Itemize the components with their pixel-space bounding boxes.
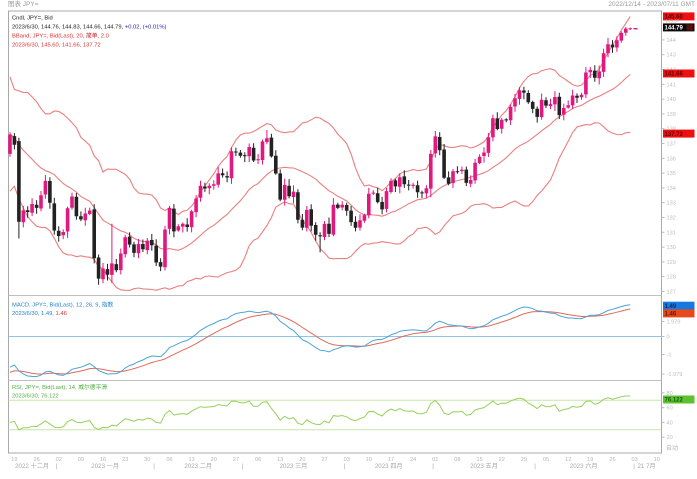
svg-text:2022/12/14 - 2023/07/11 GMT: 2022/12/14 - 2023/07/11 GMT	[608, 1, 695, 8]
svg-text:20: 20	[667, 435, 673, 441]
svg-text:|: |	[633, 463, 635, 470]
svg-text:自动: 自动	[666, 444, 678, 452]
svg-text:20: 20	[211, 457, 217, 463]
svg-text:03: 03	[631, 457, 637, 463]
svg-text:1.979: 1.979	[667, 320, 681, 326]
svg-text:16: 16	[100, 457, 106, 463]
svg-text:76.122: 76.122	[665, 398, 684, 404]
svg-text:136: 136	[667, 156, 676, 162]
svg-text:22: 22	[499, 457, 505, 463]
svg-text:2023/6/30, 144.76, 144.83, 144: 2023/6/30, 144.76, 144.83, 144.66, 144.7…	[12, 25, 166, 31]
svg-text:2023 五月: 2023 五月	[470, 463, 498, 470]
svg-text:05: 05	[543, 457, 549, 463]
svg-text:1.46: 1.46	[665, 312, 677, 318]
svg-text:06: 06	[166, 457, 172, 463]
svg-text:|: |	[534, 463, 536, 470]
svg-text:09: 09	[78, 457, 84, 463]
svg-text:BBand, JPY=, Bid(Last), 20, 简单: BBand, JPY=, Bid(Last), 20, 简单, 2.0	[12, 32, 109, 40]
svg-text:2022 十二月: 2022 十二月	[15, 462, 49, 470]
svg-text:RSI, JPY=, Bid(Last), 14, 威尔德平: RSI, JPY=, Bid(Last), 14, 威尔德平滑	[12, 383, 107, 391]
svg-text:135: 135	[667, 171, 676, 177]
svg-text:12: 12	[565, 457, 571, 463]
svg-text:143: 143	[667, 53, 676, 59]
svg-text:131: 131	[667, 230, 676, 236]
svg-text:2023/6/30, 145.60, 141.66, 137: 2023/6/30, 145.60, 141.66, 137.72	[12, 43, 101, 49]
svg-text:27: 27	[233, 457, 239, 463]
svg-text:60: 60	[667, 406, 673, 412]
svg-text:129: 129	[667, 260, 676, 266]
svg-text:40: 40	[667, 420, 673, 426]
svg-text:19: 19	[11, 457, 17, 463]
svg-text:2023/6/30, 1.49, 1.46: 2023/6/30, 1.49, 1.46	[12, 311, 67, 317]
svg-text:13: 13	[188, 457, 194, 463]
svg-text:130: 130	[667, 245, 676, 251]
svg-text:26: 26	[609, 457, 615, 463]
svg-text:80: 80	[667, 391, 673, 397]
svg-text:145.07: 145.07	[666, 19, 680, 24]
svg-text:137: 137	[667, 142, 676, 148]
svg-text:-1.979: -1.979	[667, 372, 683, 378]
svg-text:134: 134	[667, 186, 676, 192]
svg-text:03: 03	[344, 457, 350, 463]
svg-text:139: 139	[667, 112, 676, 118]
svg-text:06: 06	[255, 457, 261, 463]
svg-text:30: 30	[144, 457, 150, 463]
svg-text:08: 08	[454, 457, 460, 463]
svg-text:2023 六月: 2023 六月	[570, 462, 598, 470]
svg-text:19: 19	[587, 457, 593, 463]
svg-text:128: 128	[667, 275, 676, 281]
svg-text:|: |	[432, 463, 434, 470]
svg-text:127: 127	[667, 290, 676, 296]
svg-text:MACD, JPY=, Bid(Last), 12, 26,: MACD, JPY=, Bid(Last), 12, 26, 9, 指数	[12, 301, 114, 309]
svg-text:|: |	[56, 463, 58, 470]
svg-text:0: 0	[667, 335, 670, 341]
svg-text:13: 13	[277, 457, 283, 463]
svg-text:2023/6/30, 76.122: 2023/6/30, 76.122	[12, 394, 59, 400]
svg-text:2023 三月: 2023 三月	[280, 463, 308, 470]
svg-text:27: 27	[321, 457, 327, 463]
svg-text:Cndl, JPY=, Bid: Cndl, JPY=, Bid	[12, 16, 53, 22]
svg-text:20: 20	[299, 457, 305, 463]
svg-text:2023 一月: 2023 一月	[91, 463, 119, 470]
svg-text:|: |	[242, 463, 244, 470]
svg-text:26: 26	[33, 457, 39, 463]
svg-text:2023 四月: 2023 四月	[375, 463, 403, 470]
svg-text:01: 01	[432, 457, 438, 463]
svg-text:10: 10	[366, 457, 372, 463]
svg-text:132: 132	[667, 216, 676, 222]
svg-text:141: 141	[667, 82, 676, 88]
svg-text:137.72: 137.72	[665, 132, 684, 138]
svg-text:24: 24	[410, 457, 416, 463]
svg-text:145.60: 145.60	[665, 15, 684, 21]
svg-text:15: 15	[476, 457, 482, 463]
svg-text:144: 144	[667, 38, 676, 44]
svg-text:140: 140	[667, 97, 676, 103]
svg-text:-1: -1	[667, 353, 672, 359]
svg-text:133: 133	[667, 201, 676, 207]
svg-text:23: 23	[122, 457, 128, 463]
svg-text:141.66: 141.66	[665, 72, 684, 78]
svg-text:10: 10	[654, 457, 660, 463]
svg-text:02: 02	[56, 457, 62, 463]
svg-text:144.79: 144.79	[665, 26, 684, 32]
svg-text:2023 二月: 2023 二月	[184, 463, 212, 470]
svg-text:21 7月: 21 7月	[637, 463, 655, 470]
svg-text:17: 17	[388, 457, 394, 463]
svg-text:|: |	[153, 463, 155, 470]
svg-text:1.49: 1.49	[665, 304, 677, 310]
svg-text:|: |	[344, 463, 346, 470]
svg-text:29: 29	[521, 457, 527, 463]
svg-text:图表 JPY=: 图表 JPY=	[8, 0, 39, 8]
